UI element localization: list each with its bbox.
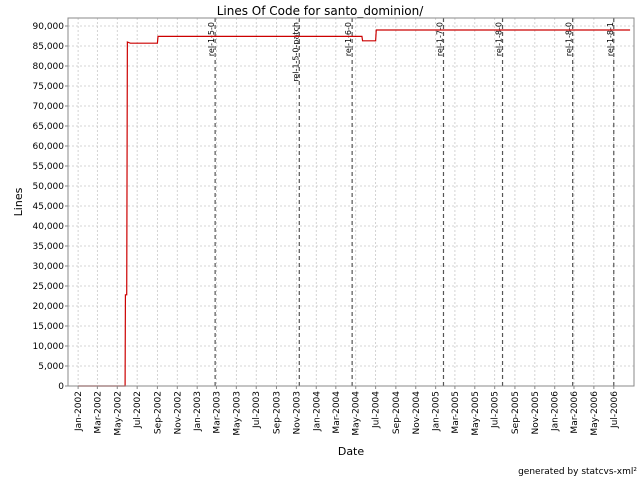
y-tick-label: 55,000 <box>33 162 65 172</box>
y-tick-label: 10,000 <box>33 342 65 352</box>
y-tick-layer: 0 5,000 10,000 15,000 20,000 25,000 30,000 35,0… <box>33 22 68 392</box>
y-tick-label: 80,000 <box>33 62 65 72</box>
x-tick-label: Mar-2003 <box>212 391 222 434</box>
x-tick-label: Sep-2005 <box>511 391 521 434</box>
y-tick-label: 75,000 <box>33 82 65 92</box>
x-tick-label: Jan-2005 <box>432 391 442 432</box>
y-tick-label: 0 <box>58 382 64 392</box>
release-marker-label: rel-1-5-0 <box>207 22 216 56</box>
x-tick-label: Jan-2006 <box>551 391 561 432</box>
release-marker-label: rel-1-7-0 <box>435 22 444 56</box>
x-tick-label: Sep-2003 <box>272 391 282 434</box>
footer-credit: generated by statcvs-xml² <box>518 467 637 477</box>
x-tick-layer: Jan-2002 Mar-2002 May-2002 Jul-2002 Sep-2002… <box>74 386 620 436</box>
chart-title: Lines Of Code for santo_dominion/ <box>217 4 425 18</box>
x-tick-label: Mar-2002 <box>93 391 103 434</box>
y-tick-label: 20,000 <box>33 302 65 312</box>
series-layer <box>78 29 631 387</box>
y-tick-label: 90,000 <box>33 22 65 32</box>
x-tick-label: Nov-2004 <box>412 391 422 435</box>
x-tick-label: May-2003 <box>232 391 242 436</box>
release-marker-label: rel-1-8-0 <box>565 22 574 56</box>
marker-layer: rel-1-5-0 rel-1-5-0-patch rel-1-6-0 rel-1-7… <box>207 18 615 386</box>
y-tick-label: 15,000 <box>33 322 65 332</box>
x-axis-label: Date <box>338 445 365 458</box>
y-tick-label: 85,000 <box>33 42 65 52</box>
y-tick-label: 70,000 <box>33 102 65 112</box>
y-tick-label: 5,000 <box>38 362 64 372</box>
x-tick-label: May-2002 <box>113 391 123 436</box>
release-marker-label: rel-1-6-0 <box>344 22 353 56</box>
x-tick-label: Jan-2003 <box>193 391 203 432</box>
x-tick-label: Jul-2004 <box>372 391 382 429</box>
y-tick-label: 65,000 <box>33 122 65 132</box>
y-tick-label: 45,000 <box>33 202 65 212</box>
x-tick-label: Jan-2004 <box>312 391 322 432</box>
x-tick-label: Mar-2005 <box>451 391 461 434</box>
axis-layer <box>67 17 635 387</box>
plot-frame <box>67 17 635 387</box>
x-tick-label: Nov-2002 <box>173 391 183 434</box>
release-marker-label: rel-1-8-1 <box>606 22 615 56</box>
x-tick-label: Nov-2005 <box>531 391 541 434</box>
x-tick-label: Sep-2002 <box>153 391 163 434</box>
y-axis-label: Lines <box>12 187 25 216</box>
grid-layer <box>68 18 634 386</box>
x-tick-label: Jul-2005 <box>491 391 501 429</box>
y-tick-label: 25,000 <box>33 282 65 292</box>
x-tick-label: May-2005 <box>471 391 481 436</box>
x-tick-label: Jan-2002 <box>74 391 84 432</box>
x-tick-label: Nov-2003 <box>292 391 302 434</box>
y-tick-label: 40,000 <box>33 222 65 232</box>
x-tick-label: Mar-2004 <box>332 391 342 434</box>
x-tick-label: Mar-2006 <box>570 391 580 434</box>
y-tick-label: 30,000 <box>33 262 65 272</box>
series-line <box>78 29 631 387</box>
x-tick-label: Jul-2006 <box>610 391 620 429</box>
release-marker-label: rel-1-5-0-patch <box>291 22 300 82</box>
x-tick-label: May-2006 <box>590 391 600 436</box>
x-tick-label: Sep-2004 <box>392 391 402 434</box>
x-tick-label: Jul-2002 <box>133 391 143 429</box>
y-tick-label: 50,000 <box>33 182 65 192</box>
y-tick-label: 60,000 <box>33 142 65 152</box>
x-tick-label: Jul-2003 <box>252 391 262 429</box>
y-tick-label: 35,000 <box>33 242 65 252</box>
release-marker-label: rel-1-8-0 <box>495 22 504 56</box>
x-tick-label: May-2004 <box>352 391 362 436</box>
